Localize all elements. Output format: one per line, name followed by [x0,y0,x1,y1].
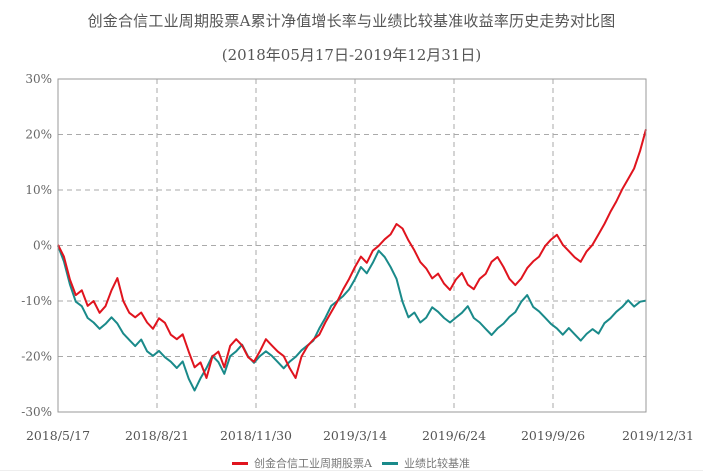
x-tick-label: 2019/3/14 [323,428,387,443]
x-tick-label: 2019/12/31 [622,428,694,443]
y-tick-label: 20% [25,128,52,142]
y-axis: 30% 20% 10% 0% -10% -20% -30% [21,72,52,419]
legend-swatch-benchmark [381,461,398,465]
y-tick-label: 30% [25,72,52,86]
benchmark-line [57,245,647,392]
legend-swatch-fund [232,461,248,465]
chart-subtitle: (2018年05月17日-2019年12月31日) [221,46,482,64]
legend-label-fund: 创金合信工业周期股票A [254,457,372,470]
y-tick-label: -30% [21,405,52,419]
x-tick-label: 2019/9/26 [521,428,585,443]
y-tick-label: 0% [33,239,52,253]
legend: 创金合信工业周期股票A 业绩比较基准 [232,455,470,471]
chart-title: 创金合信工业周期股票A累计净值增长率与业绩比较基准收益率历史走势对比图 [87,12,616,30]
plot-frame [57,78,647,413]
series-lines [57,129,647,392]
x-axis: 2018/5/17 2018/8/21 2018/11/30 2019/3/14 201… [26,428,694,443]
x-tick-label: 2019/6/24 [422,428,486,443]
divider [0,470,703,471]
y-tick-label: -20% [21,350,52,364]
legend-label-benchmark: 业绩比较基准 [403,457,470,470]
x-tick-label: 2018/8/21 [125,428,189,443]
y-tick-label: -10% [21,294,52,308]
fund-line [57,129,647,379]
x-tick-label: 2018/5/17 [26,428,90,443]
y-tick-label: 10% [25,183,52,197]
x-tick-label: 2018/11/30 [220,428,292,443]
gridlines [58,79,646,412]
